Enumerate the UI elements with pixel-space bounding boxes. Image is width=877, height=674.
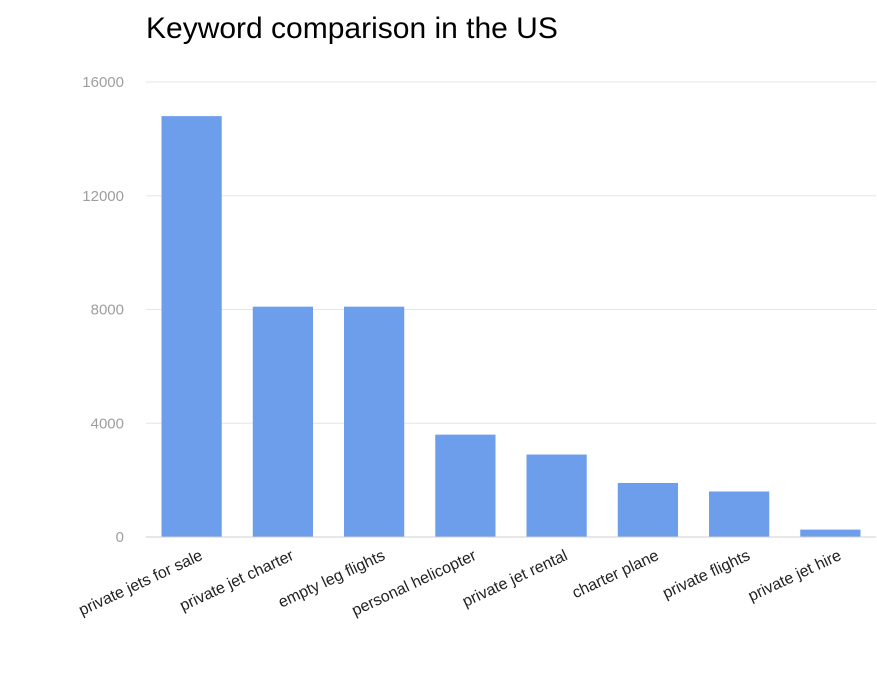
bar — [617, 482, 678, 537]
chart-title: Keyword comparison in the US — [146, 12, 558, 45]
y-tick-label: 4000 — [91, 415, 124, 432]
x-tick-label: private jet hire — [746, 547, 844, 605]
x-tick-label: private jet rental — [460, 547, 570, 611]
bars — [161, 116, 861, 537]
bar — [161, 116, 222, 537]
bar — [526, 454, 587, 537]
y-axis-ticks: 0 4000 8000 12000 16000 — [82, 74, 124, 546]
y-tick-label: 12000 — [82, 188, 124, 205]
y-tick-label: 16000 — [82, 74, 124, 91]
x-tick-label: private flights — [660, 547, 753, 602]
y-tick-label: 8000 — [91, 302, 124, 319]
bar — [800, 529, 861, 537]
x-tick-label: charter plane — [570, 547, 662, 602]
bar — [344, 306, 405, 537]
bar — [252, 306, 313, 537]
bar — [435, 434, 496, 537]
y-tick-label: 0 — [116, 529, 124, 546]
bar — [709, 491, 770, 537]
